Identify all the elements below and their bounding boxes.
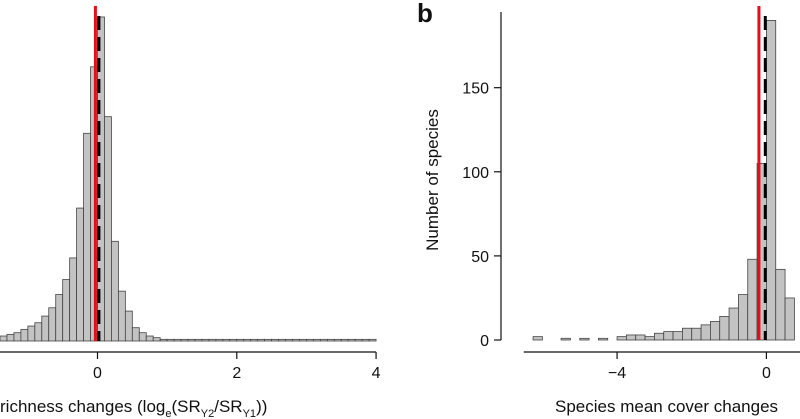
a-bar-16 bbox=[111, 240, 119, 342]
a-bar-22 bbox=[152, 337, 161, 342]
a-bar-20 bbox=[138, 332, 147, 342]
b-bar-26 bbox=[775, 268, 786, 341]
a-bar-53 bbox=[368, 338, 377, 342]
a-bar-46 bbox=[319, 338, 328, 342]
a-x-tick-label-0: 0 bbox=[93, 365, 102, 382]
b-bar-14 bbox=[663, 331, 674, 341]
a-bar-4 bbox=[27, 325, 36, 342]
b-x-tick-label-0: −4 bbox=[608, 365, 626, 382]
a-bar-0 bbox=[0, 335, 8, 342]
a-bar-36 bbox=[250, 338, 259, 342]
b-bar-18 bbox=[700, 324, 711, 341]
panel-a-bars bbox=[0, 16, 377, 342]
a-bar-23 bbox=[159, 338, 168, 342]
a-bar-9 bbox=[62, 279, 71, 342]
panel-a-x-axis-label: richness changes (loge(SRY2/SRY1)) bbox=[0, 397, 267, 419]
b-bar-27 bbox=[784, 297, 795, 341]
b-y-tick-label-1: 50 bbox=[471, 249, 489, 266]
a-bar-33 bbox=[229, 338, 238, 342]
panel-b-letter: b bbox=[417, 0, 433, 28]
b-y-tick-label-3: 150 bbox=[462, 81, 489, 98]
a-bar-11 bbox=[76, 207, 84, 342]
a-bar-37 bbox=[257, 338, 266, 342]
panel-b-bars bbox=[532, 20, 795, 341]
a-bar-48 bbox=[333, 338, 342, 342]
b-bar-3 bbox=[560, 337, 571, 341]
b-bar-7 bbox=[598, 337, 609, 341]
a-bar-25 bbox=[173, 338, 182, 342]
a-bar-34 bbox=[236, 338, 245, 342]
panel-a-reference-lines bbox=[93, 6, 101, 341]
panel-b-y-axis-label: Number of species bbox=[423, 109, 442, 251]
a-bar-32 bbox=[222, 338, 231, 342]
a-bar-42 bbox=[292, 338, 300, 342]
a-bar-24 bbox=[166, 338, 175, 342]
b-bar-12 bbox=[644, 336, 655, 341]
a-bar-51 bbox=[354, 338, 363, 342]
a-bar-1 bbox=[6, 333, 15, 342]
b-bar-20 bbox=[719, 316, 730, 341]
panel-b-x-axis-label: Species mean cover changes bbox=[555, 397, 778, 416]
a-x-tick-label-2: 4 bbox=[372, 365, 381, 382]
a-bar-28 bbox=[194, 338, 203, 342]
panel-b-axes: −4 0 0 50 100 150 bbox=[462, 12, 800, 382]
b-bar-19 bbox=[710, 321, 721, 341]
a-bar-35 bbox=[243, 338, 252, 342]
a-bar-8 bbox=[55, 294, 64, 342]
b-y-tick-label-0: 0 bbox=[480, 333, 489, 350]
b-bar-5 bbox=[579, 337, 590, 341]
b-x-tick-label-1: 0 bbox=[762, 365, 771, 382]
b-bar-0 bbox=[532, 336, 543, 341]
panel-a-axes: 0 2 4 bbox=[0, 351, 381, 382]
a-bar-41 bbox=[285, 338, 293, 342]
a-bar-10 bbox=[69, 257, 78, 342]
b-bar-13 bbox=[654, 332, 665, 341]
a-bar-19 bbox=[131, 327, 140, 342]
a-bar-45 bbox=[312, 338, 321, 342]
b-bar-17 bbox=[691, 327, 702, 341]
a-bar-15 bbox=[104, 116, 112, 342]
a-bar-18 bbox=[124, 310, 133, 342]
a-bar-49 bbox=[340, 338, 349, 342]
b-bar-25 bbox=[766, 20, 777, 341]
a-bar-29 bbox=[201, 338, 210, 342]
a-bar-6 bbox=[41, 315, 50, 342]
b-bar-10 bbox=[626, 334, 637, 341]
a-bar-47 bbox=[326, 338, 335, 342]
b-bar-11 bbox=[635, 334, 646, 341]
b-bar-21 bbox=[728, 307, 739, 341]
a-bar-43 bbox=[299, 338, 307, 342]
b-bar-16 bbox=[682, 327, 693, 341]
b-bar-22 bbox=[738, 294, 749, 341]
a-bar-5 bbox=[34, 322, 43, 342]
panel-b-reference-lines bbox=[757, 6, 767, 340]
panel-b-histogram: b −4 0 0 50 100 150 Number of species Species… bbox=[417, 0, 800, 416]
a-bar-38 bbox=[264, 338, 273, 342]
a-bar-30 bbox=[208, 338, 217, 342]
b-bar-15 bbox=[672, 331, 683, 341]
a-bar-52 bbox=[361, 338, 370, 342]
a-bar-44 bbox=[306, 338, 314, 342]
a-bar-26 bbox=[180, 338, 189, 342]
a-bar-2 bbox=[13, 332, 22, 342]
a-bar-50 bbox=[347, 338, 356, 342]
a-bar-40 bbox=[278, 338, 286, 342]
a-bar-31 bbox=[215, 338, 224, 342]
a-bar-7 bbox=[48, 307, 57, 342]
a-bar-12 bbox=[83, 132, 91, 342]
a-bar-27 bbox=[187, 338, 196, 342]
a-x-tick-label-1: 2 bbox=[232, 365, 241, 382]
b-bar-23 bbox=[747, 258, 758, 341]
panel-a-histogram: 0 2 4 richness changes (loge(SRY2/SRY1)) bbox=[0, 6, 381, 419]
b-y-tick-label-2: 100 bbox=[462, 165, 489, 182]
a-bar-39 bbox=[271, 338, 279, 342]
a-bar-21 bbox=[145, 335, 154, 342]
a-bar-17 bbox=[117, 290, 126, 342]
a-bar-3 bbox=[20, 328, 29, 342]
b-bar-9 bbox=[616, 336, 627, 341]
